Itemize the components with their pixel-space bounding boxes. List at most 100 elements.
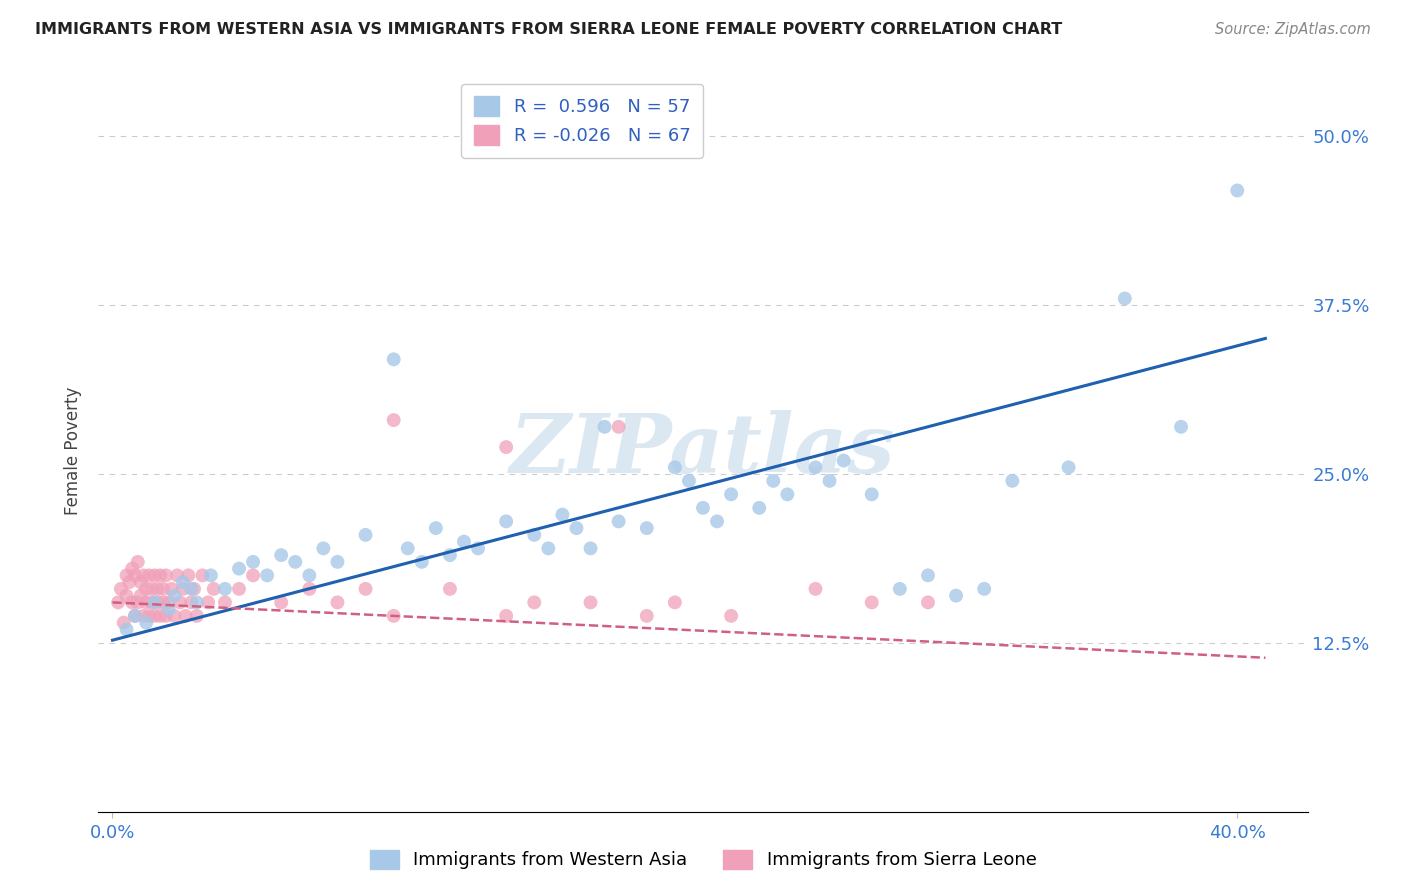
Point bbox=[860, 595, 883, 609]
Point bbox=[186, 595, 208, 609]
Point bbox=[143, 568, 166, 582]
Point bbox=[439, 582, 461, 596]
Point bbox=[354, 528, 377, 542]
Point bbox=[664, 460, 686, 475]
Point bbox=[804, 460, 827, 475]
Point bbox=[135, 582, 157, 596]
Point bbox=[242, 568, 264, 582]
Point bbox=[1226, 184, 1249, 198]
Point bbox=[124, 568, 146, 582]
Legend: Immigrants from Western Asia, Immigrants from Sierra Leone: Immigrants from Western Asia, Immigrants… bbox=[360, 840, 1046, 879]
Point bbox=[762, 474, 785, 488]
Point bbox=[551, 508, 574, 522]
Point bbox=[804, 582, 827, 596]
Point bbox=[720, 608, 742, 623]
Point bbox=[593, 420, 616, 434]
Point bbox=[172, 582, 194, 596]
Point bbox=[172, 575, 194, 590]
Point bbox=[917, 595, 939, 609]
Point bbox=[312, 541, 335, 556]
Point bbox=[326, 595, 349, 609]
Point bbox=[439, 548, 461, 562]
Legend: R =  0.596   N = 57, R = -0.026   N = 67: R = 0.596 N = 57, R = -0.026 N = 67 bbox=[461, 84, 703, 158]
Point bbox=[124, 608, 146, 623]
Point bbox=[284, 555, 307, 569]
Point bbox=[664, 595, 686, 609]
Point bbox=[143, 608, 166, 623]
Text: IMMIGRANTS FROM WESTERN ASIA VS IMMIGRANTS FROM SIERRA LEONE FEMALE POVERTY CORR: IMMIGRANTS FROM WESTERN ASIA VS IMMIGRAN… bbox=[35, 22, 1063, 37]
Point bbox=[889, 582, 911, 596]
Point bbox=[228, 561, 250, 575]
Point bbox=[579, 595, 602, 609]
Point bbox=[537, 541, 560, 556]
Point bbox=[1114, 292, 1136, 306]
Point bbox=[124, 608, 146, 623]
Point bbox=[636, 608, 658, 623]
Point bbox=[1001, 474, 1024, 488]
Point bbox=[149, 608, 172, 623]
Point bbox=[495, 440, 517, 454]
Point bbox=[115, 589, 138, 603]
Point bbox=[180, 582, 202, 596]
Point bbox=[1170, 420, 1192, 434]
Point bbox=[382, 352, 405, 367]
Point bbox=[163, 608, 186, 623]
Point bbox=[157, 602, 180, 616]
Text: Source: ZipAtlas.com: Source: ZipAtlas.com bbox=[1215, 22, 1371, 37]
Point bbox=[118, 575, 141, 590]
Y-axis label: Female Poverty: Female Poverty bbox=[65, 386, 83, 515]
Point bbox=[678, 474, 700, 488]
Point bbox=[127, 595, 149, 609]
Point bbox=[129, 575, 152, 590]
Point bbox=[270, 548, 292, 562]
Point bbox=[453, 534, 475, 549]
Point bbox=[152, 582, 174, 596]
Point bbox=[110, 582, 132, 596]
Point bbox=[425, 521, 447, 535]
Point bbox=[565, 521, 588, 535]
Point bbox=[177, 568, 200, 582]
Point bbox=[138, 568, 160, 582]
Point bbox=[495, 514, 517, 528]
Point bbox=[157, 595, 180, 609]
Point bbox=[115, 623, 138, 637]
Point bbox=[1057, 460, 1080, 475]
Point bbox=[706, 514, 728, 528]
Point bbox=[214, 595, 236, 609]
Point bbox=[166, 568, 188, 582]
Point bbox=[396, 541, 419, 556]
Point bbox=[132, 608, 155, 623]
Point bbox=[692, 500, 714, 515]
Point bbox=[146, 582, 169, 596]
Point bbox=[256, 568, 278, 582]
Point bbox=[186, 608, 208, 623]
Point bbox=[495, 608, 517, 623]
Point bbox=[143, 595, 166, 609]
Point bbox=[183, 582, 205, 596]
Point bbox=[180, 595, 202, 609]
Point bbox=[163, 589, 186, 603]
Point bbox=[141, 595, 163, 609]
Point bbox=[298, 568, 321, 582]
Point bbox=[636, 521, 658, 535]
Point bbox=[382, 413, 405, 427]
Point bbox=[748, 500, 770, 515]
Point bbox=[214, 582, 236, 596]
Point bbox=[860, 487, 883, 501]
Point bbox=[141, 582, 163, 596]
Point bbox=[107, 595, 129, 609]
Point bbox=[523, 595, 546, 609]
Point bbox=[467, 541, 489, 556]
Point bbox=[127, 555, 149, 569]
Point bbox=[174, 608, 197, 623]
Point bbox=[129, 589, 152, 603]
Point bbox=[818, 474, 841, 488]
Point bbox=[202, 582, 225, 596]
Point bbox=[200, 568, 222, 582]
Point bbox=[121, 595, 143, 609]
Point bbox=[523, 528, 546, 542]
Point bbox=[298, 582, 321, 596]
Point bbox=[270, 595, 292, 609]
Point bbox=[607, 514, 630, 528]
Point bbox=[354, 582, 377, 596]
